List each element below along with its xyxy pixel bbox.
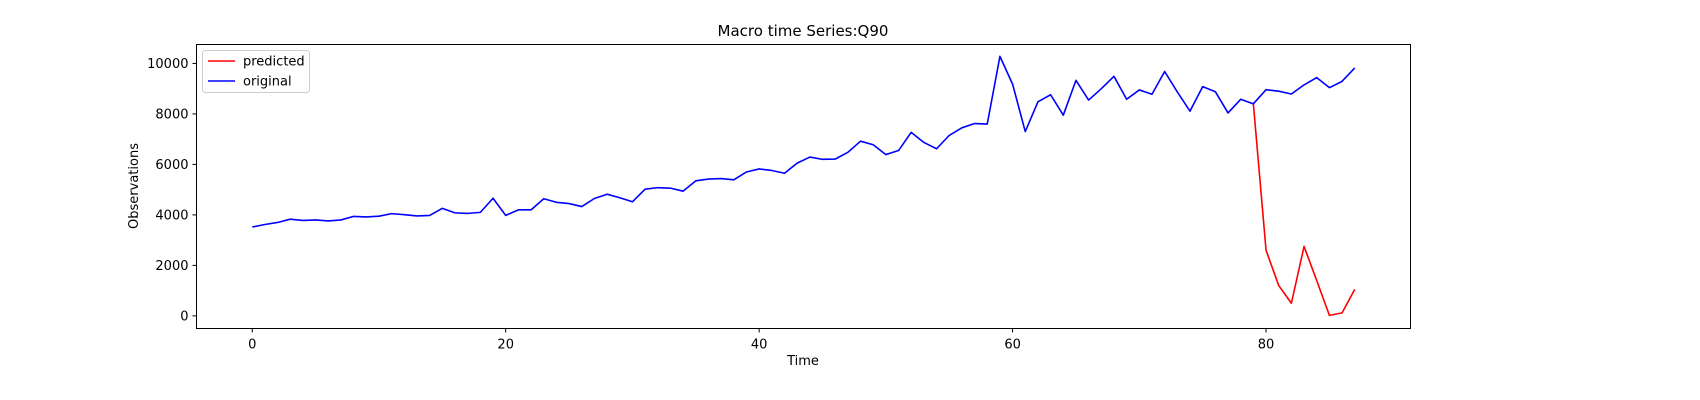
y-tick-label: 6000 <box>155 158 188 173</box>
y-tick-label: 2000 <box>155 259 188 274</box>
x-tick-label: 60 <box>1004 338 1021 353</box>
y-tick-label: 0 <box>180 309 188 324</box>
x-tick-label: 40 <box>751 338 768 353</box>
series-group <box>252 55 1356 317</box>
y-axis-ticks: 0 2000 4000 6000 8000 10000 <box>147 57 197 324</box>
y-axis-label: Observations <box>127 143 142 229</box>
legend-label-original: original <box>243 75 292 90</box>
y-tick-label: 4000 <box>155 208 188 223</box>
x-tick-label: 0 <box>248 338 256 353</box>
series-line-predicted <box>1252 103 1356 317</box>
plot-frame <box>196 44 1411 329</box>
chart-title: Macro time Series:Q90 <box>718 22 889 40</box>
x-axis-label: Time <box>786 354 819 369</box>
legend-label-predicted: predicted <box>243 55 305 70</box>
legend: predicted original <box>202 50 310 93</box>
y-tick-label: 8000 <box>155 107 188 122</box>
x-tick-label: 20 <box>497 338 514 353</box>
y-tick-label: 10000 <box>147 57 188 72</box>
x-axis-ticks: 0 20 40 60 80 <box>248 328 1275 353</box>
x-tick-label: 80 <box>1258 338 1275 353</box>
series-line-original <box>252 55 1356 228</box>
